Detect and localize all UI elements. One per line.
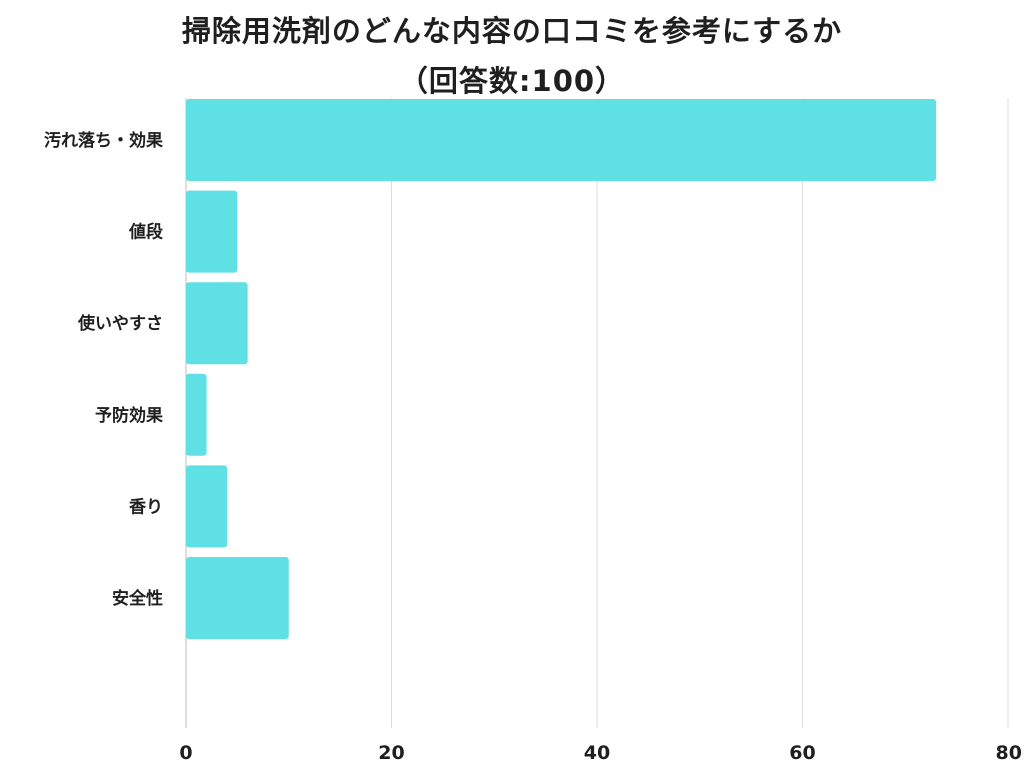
- bar-1: [186, 190, 238, 273]
- bar-0: [186, 99, 937, 181]
- bar-2: [186, 282, 248, 365]
- x-tick-label: 60: [789, 742, 815, 764]
- bar-4: [186, 465, 228, 548]
- chart-title: 掃除用洗剤のどんな内容の口コミを参考にするか: [181, 14, 843, 48]
- x-tick-label: 0: [179, 742, 192, 764]
- category-label: 値段: [128, 222, 163, 243]
- category-label: 使いやすさ: [77, 313, 163, 334]
- bar-3: [186, 373, 207, 456]
- category-label: 汚れ落ち・効果: [44, 130, 163, 151]
- x-tick-label: 20: [378, 742, 404, 764]
- category-label: 安全性: [112, 588, 163, 609]
- category-label: 予防効果: [95, 405, 163, 426]
- x-tick-label: 40: [584, 742, 610, 764]
- bar-5: [186, 557, 289, 639]
- x-tick-label: 80: [996, 742, 1022, 764]
- category-label: 香り: [129, 497, 163, 517]
- chart-subtitle: （回答数:100）: [398, 64, 626, 98]
